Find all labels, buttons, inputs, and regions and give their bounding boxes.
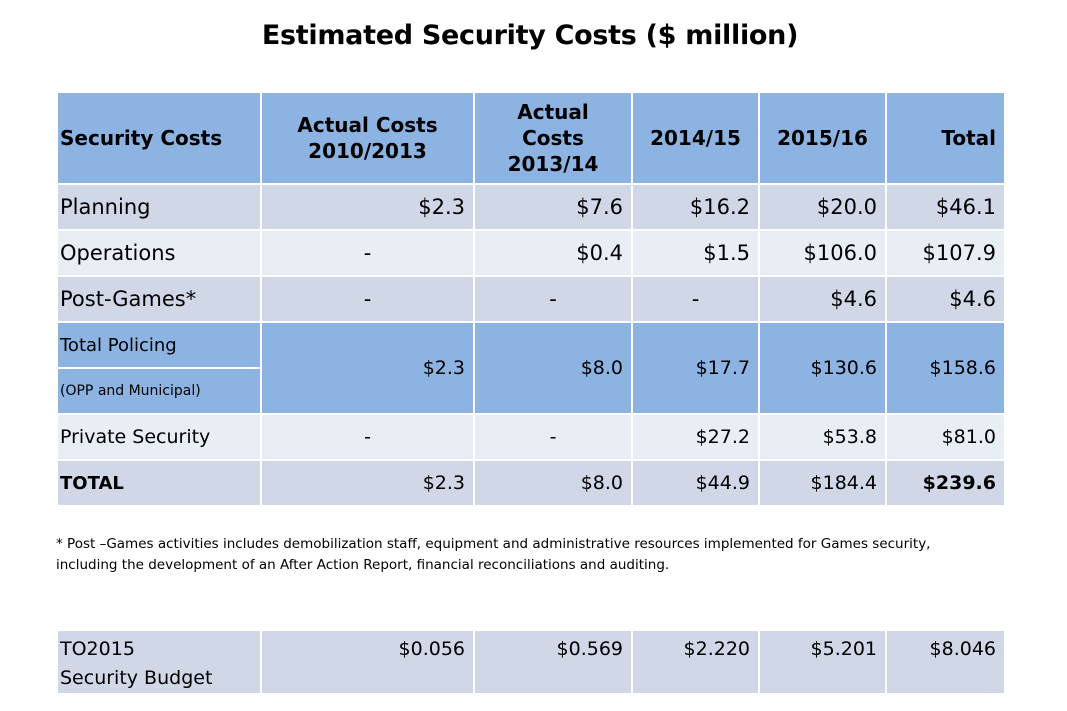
table-cell: - <box>260 413 475 461</box>
table-row: (OPP and Municipal) <box>56 367 1005 415</box>
row-label: Planning <box>56 183 262 231</box>
table-row: Operations - $0.4 $1.5 $106.0 $107.9 <box>56 229 1006 277</box>
row-label: TOTAL <box>56 459 262 507</box>
table-cell: - <box>473 275 633 323</box>
column-header: 2015/16 <box>758 91 887 185</box>
security-budget-table: TO2015 Security Budget $0.056 $0.569 $2.… <box>56 629 1006 695</box>
footnote: * Post –Games activities includes demobi… <box>56 536 931 573</box>
table-cell: $2.3 <box>260 459 475 507</box>
table-cell: $46.1 <box>885 183 1006 231</box>
table-row: Post-Games* - - - $4.6 $4.6 <box>56 275 1006 323</box>
table-cell: $107.9 <box>885 229 1006 277</box>
column-header: Security Costs <box>56 91 262 185</box>
table-cell: $20.0 <box>758 183 887 231</box>
table-row: Planning $2.3 $7.6 $16.2 $20.0 $46.1 <box>56 183 1006 231</box>
row-label: Operations <box>56 229 262 277</box>
table-cell: $2.3 <box>260 321 475 415</box>
table-cell: $184.4 <box>758 459 887 507</box>
table-cell: $4.6 <box>758 275 887 323</box>
table-cell: $7.6 <box>473 183 633 231</box>
budget-label-line2: Security Budget <box>60 667 213 689</box>
table-cell: $16.2 <box>631 183 760 231</box>
column-header: 2014/15 <box>631 91 760 185</box>
table-cell: $4.6 <box>885 275 1006 323</box>
table-cell: - <box>260 275 475 323</box>
table-cell: $158.6 <box>885 321 1006 415</box>
row-label: Total Policing <box>56 321 262 369</box>
table-row: Total Policing $2.3 $8.0 $17.7 $130.6 $1… <box>56 321 1006 415</box>
table-cell: $27.2 <box>631 413 760 461</box>
column-header: Actual Costs 2013/14 <box>473 91 633 185</box>
table-cell: $8.046 <box>885 629 1006 695</box>
table-row: Private Security - - $27.2 $53.8 $81.0 <box>56 413 1006 461</box>
table-cell: $5.201 <box>758 629 887 695</box>
table-cell: $17.7 <box>631 321 760 415</box>
table-cell: $0.056 <box>260 629 475 695</box>
table-cell: $81.0 <box>885 413 1006 461</box>
table-cell: $44.9 <box>631 459 760 507</box>
table-cell: $130.6 <box>758 321 887 415</box>
table-cell: $106.0 <box>758 229 887 277</box>
security-costs-table: Security Costs Actual Costs 2010/2013 Ac… <box>56 91 1006 507</box>
table-cell: $2.220 <box>631 629 760 695</box>
table-cell: $8.0 <box>473 459 633 507</box>
table-cell: $8.0 <box>473 321 633 415</box>
table-cell: $0.4 <box>473 229 633 277</box>
table-row: TOTAL $2.3 $8.0 $44.9 $184.4 $239.6 <box>56 459 1006 507</box>
page-title: Estimated Security Costs ($ million) <box>261 20 799 51</box>
table-cell: $53.8 <box>758 413 887 461</box>
row-sublabel: (OPP and Municipal) <box>56 367 262 415</box>
table-cell: $2.3 <box>260 183 475 231</box>
budget-label-line1: TO2015 <box>60 638 135 660</box>
table-cell: - <box>260 229 475 277</box>
row-label: TO2015 Security Budget <box>56 629 262 695</box>
table-cell: $239.6 <box>885 459 1006 507</box>
table-cell: $0.569 <box>473 629 633 695</box>
column-header: Total <box>885 91 1006 185</box>
column-header: Actual Costs 2010/2013 <box>260 91 475 185</box>
row-label: Private Security <box>56 413 262 461</box>
table-header-row: Security Costs Actual Costs 2010/2013 Ac… <box>56 91 1006 185</box>
table-cell: - <box>473 413 633 461</box>
table-cell: - <box>631 275 760 323</box>
table-row: TO2015 Security Budget $0.056 $0.569 $2.… <box>56 629 1006 695</box>
row-label: Post-Games* <box>56 275 262 323</box>
table-cell: $1.5 <box>631 229 760 277</box>
